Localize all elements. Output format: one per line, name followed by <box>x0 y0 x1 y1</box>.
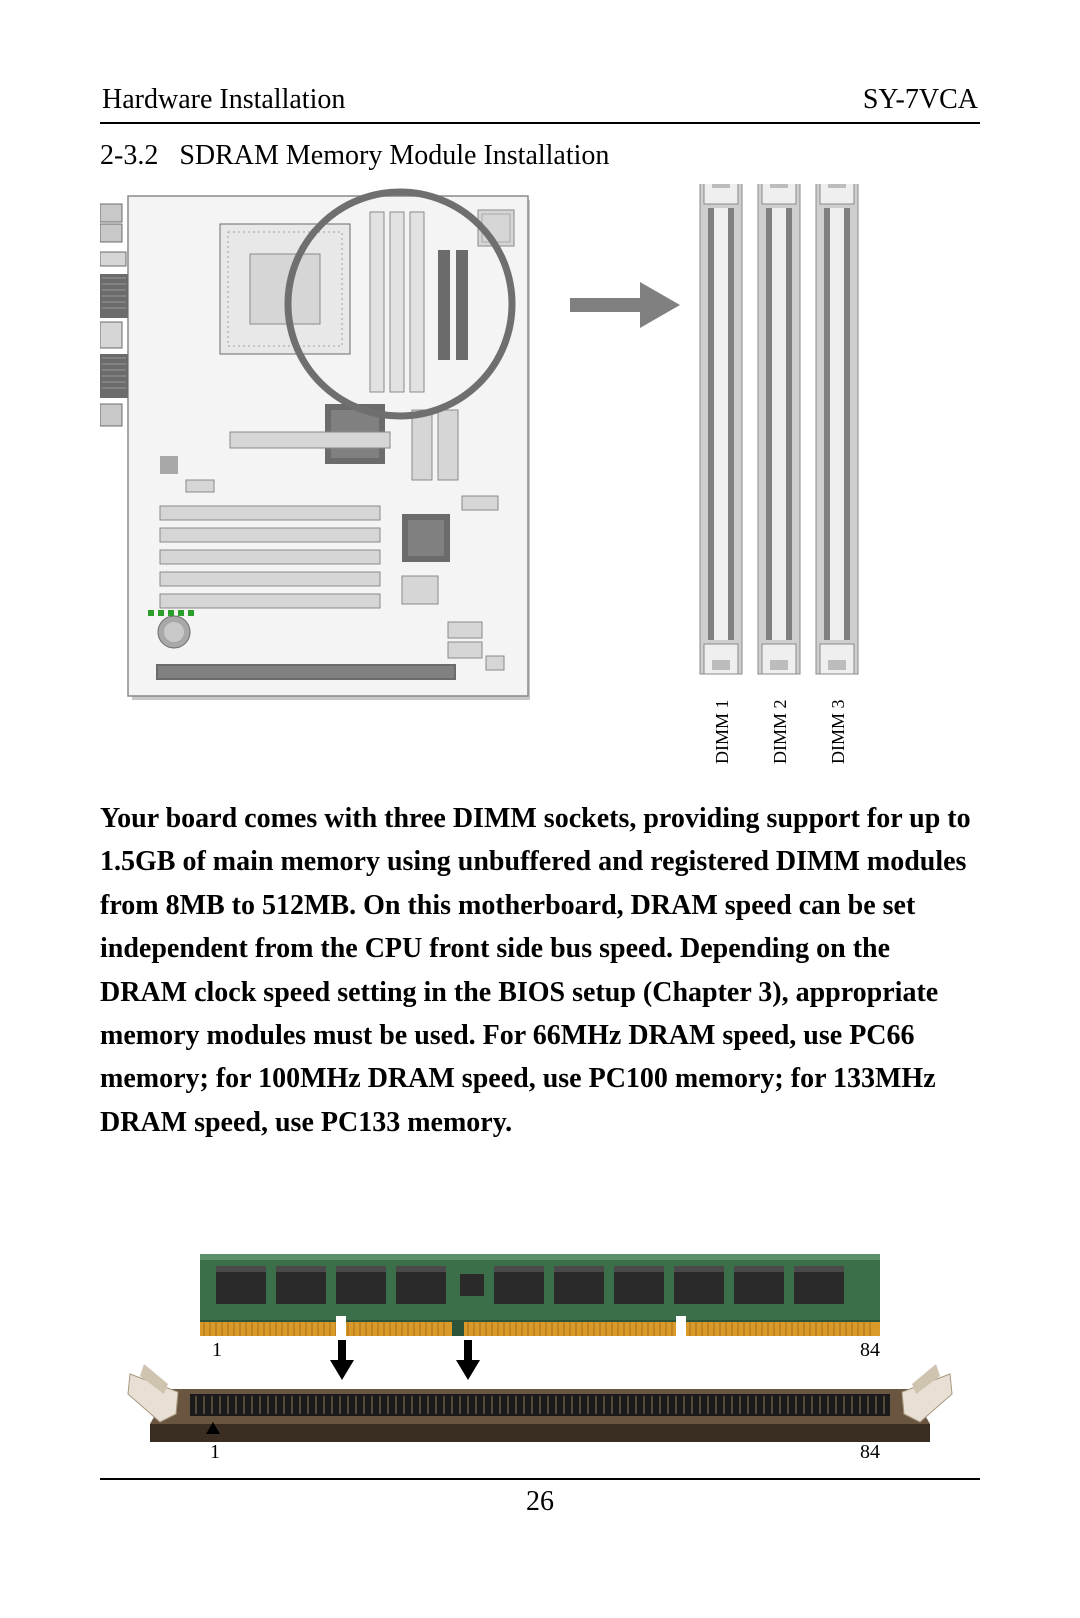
figure-row: // inline build of 3 sockets (kept self-… <box>100 184 980 789</box>
dimm-label-1: DIMM 1 <box>712 699 732 764</box>
arrow-icon <box>570 282 680 328</box>
footer-rule <box>100 1478 980 1480</box>
section-title: SDRAM Memory Module Installation <box>179 140 609 171</box>
module-pin-bottom-right: 84 <box>860 1441 880 1463</box>
eject-clip-icon <box>128 1364 178 1422</box>
dimm-sockets-figure: // inline build of 3 sockets (kept self-… <box>570 184 900 784</box>
page-header: Hardware Installation SY-7VCA <box>100 84 980 124</box>
dimm-label-3: DIMM 3 <box>828 699 848 764</box>
section-heading: 2-3.2 SDRAM Memory Module Installation <box>100 140 980 172</box>
module-pin-bottom-left: 1 <box>210 1441 220 1463</box>
eject-clip-icon <box>902 1364 952 1422</box>
install-arrow-icon <box>456 1340 480 1380</box>
module-install-figure: 1 84 <box>100 1244 980 1464</box>
module-pin-top-left: 1 <box>212 1339 222 1361</box>
body-paragraph: Your board comes with three DIMM sockets… <box>100 797 980 1144</box>
module-pin-top-right: 84 <box>860 1339 880 1361</box>
dimm-detail-wrap: // inline build of 3 sockets (kept self-… <box>570 184 900 789</box>
page-number: 26 <box>100 1486 980 1518</box>
motherboard-figure <box>100 184 530 704</box>
dimm-label-2: DIMM 2 <box>770 699 790 764</box>
section-number: 2-3.2 <box>100 140 158 171</box>
install-arrow-icon <box>330 1340 354 1380</box>
header-left: Hardware Installation <box>102 84 345 116</box>
manual-page: Hardware Installation SY-7VCA 2-3.2 SDRA… <box>0 0 1080 1558</box>
header-right: SY-7VCA <box>863 84 978 116</box>
